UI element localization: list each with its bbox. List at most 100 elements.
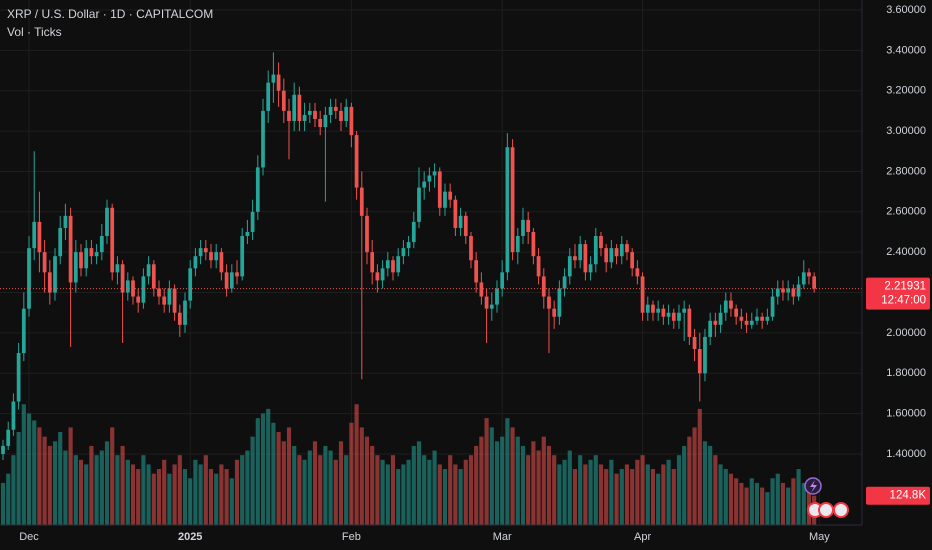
volume-bar: [609, 459, 614, 525]
volume-bar: [562, 459, 567, 525]
candle-body: [125, 280, 130, 293]
volume-bar: [338, 441, 344, 525]
volume-bar: [791, 478, 796, 525]
volume-bar: [671, 469, 676, 525]
event-icons: [804, 477, 849, 518]
volume-bar: [120, 445, 125, 525]
volume-bar: [260, 413, 266, 525]
y-tick-label: 1.60000: [886, 408, 926, 420]
volume-bar: [765, 492, 770, 525]
volume-bar: [302, 459, 307, 525]
volume-bar: [687, 436, 692, 525]
candle-body: [1, 445, 5, 454]
y-tick-label: 2.80000: [886, 165, 926, 177]
x-tick-label: Feb: [342, 531, 361, 543]
candle-body: [313, 110, 317, 119]
candle-body: [609, 248, 614, 263]
volume-bar: [526, 455, 531, 525]
candle-body: [198, 248, 203, 257]
volume-bar: [500, 436, 505, 525]
volume-bar: [744, 487, 749, 525]
candle-body: [167, 288, 172, 305]
flag-icon[interactable]: [818, 502, 834, 518]
volume-bar: [676, 455, 682, 525]
candle-body: [323, 114, 328, 128]
volume-bar: [58, 432, 63, 525]
candle-body: [526, 219, 531, 232]
candle-body: [744, 320, 749, 325]
candle-body: [406, 242, 411, 249]
volume-bar: [37, 427, 42, 525]
volume-bar: [432, 450, 437, 525]
volume-bar: [333, 459, 338, 525]
volume-bar: [21, 404, 26, 525]
volume-bar: [656, 473, 661, 525]
candle-body: [552, 308, 557, 317]
candle-body: [6, 429, 11, 446]
candle-body: [318, 118, 323, 128]
candle-body: [302, 114, 307, 121]
volume-bar: [16, 432, 21, 525]
volume-bar: [494, 441, 500, 525]
candle-body: [547, 296, 551, 309]
candle-body: [281, 90, 286, 111]
candle-body: [500, 272, 505, 289]
volume-bar: [380, 459, 385, 525]
candle-body: [120, 264, 125, 293]
volume-bar: [723, 469, 728, 525]
candle-body: [437, 171, 442, 208]
indicator-label: Vol · Ticks: [7, 25, 62, 39]
candle-body: [463, 215, 468, 237]
volume-bar: [754, 482, 760, 525]
volume-bar: [52, 441, 58, 525]
candle-body: [79, 252, 83, 269]
candle-body: [697, 349, 702, 374]
volume-bar: [151, 473, 156, 525]
volume-bar: [682, 445, 687, 525]
volume-bar: [541, 436, 546, 525]
volume-bar: [593, 455, 598, 525]
candle-body: [427, 175, 432, 182]
candle-body: [32, 221, 37, 249]
candle-body: [245, 231, 250, 237]
candle-body: [84, 248, 89, 269]
candle-body: [770, 296, 775, 317]
volume-bar: [604, 469, 609, 525]
candle-body: [781, 288, 785, 293]
flag-icon[interactable]: [833, 502, 849, 518]
volume-bar: [156, 469, 162, 525]
candle-body: [287, 110, 291, 121]
candle-body: [380, 268, 385, 281]
candle-body: [796, 284, 801, 297]
y-tick-label: 3.60000: [886, 4, 926, 16]
volume-bar: [94, 455, 99, 525]
y-tick-label: 2.40000: [886, 246, 926, 258]
candle-body: [677, 312, 681, 321]
volume-bar: [796, 469, 801, 525]
candle-body: [16, 353, 21, 402]
candle-body: [255, 167, 260, 212]
candle-body: [573, 256, 577, 261]
candle-body: [557, 288, 562, 317]
candle-body: [604, 248, 609, 263]
volume-bar: [749, 478, 754, 525]
volume-bar: [708, 445, 713, 525]
candle-body: [177, 312, 182, 325]
candle-body: [401, 248, 406, 257]
candle-body: [219, 252, 224, 273]
candle-body: [365, 215, 369, 253]
volume-bar: [224, 469, 229, 525]
candle-body: [157, 288, 161, 297]
candle-body: [536, 256, 541, 277]
volume-bar: [73, 455, 78, 525]
candle-body: [489, 304, 494, 309]
volume-bar: [567, 450, 572, 525]
volume-bar: [47, 445, 52, 525]
candle-body: [292, 94, 297, 121]
volume-bar: [624, 464, 630, 525]
y-tick-label: 3.00000: [886, 125, 926, 137]
volume-bar: [437, 464, 442, 525]
candle-body: [333, 106, 338, 111]
volume-bar: [401, 464, 406, 525]
